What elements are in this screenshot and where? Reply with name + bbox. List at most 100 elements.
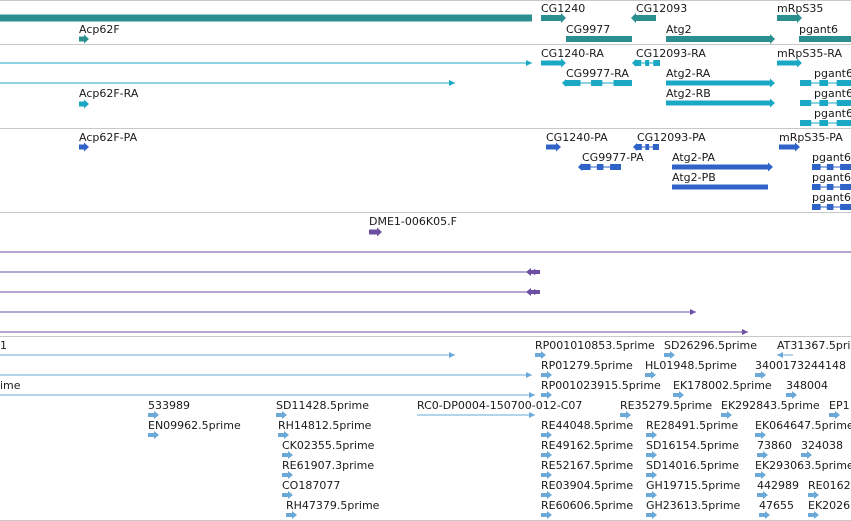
transcript-feature[interactable] — [541, 58, 566, 68]
protein-feature[interactable] — [812, 203, 851, 211]
est-label: SD26296.5prime — [664, 339, 757, 352]
transcript-feature[interactable] — [632, 59, 660, 67]
est-feature[interactable] — [646, 491, 657, 499]
est-feature[interactable] — [541, 431, 552, 439]
gene-label: Atg2 — [666, 23, 692, 36]
est-feature[interactable] — [278, 431, 289, 439]
est-label: CK02355.5prime — [282, 439, 375, 452]
gene-feature[interactable] — [79, 34, 89, 44]
est-feature[interactable] — [801, 451, 812, 459]
est-feature[interactable] — [541, 451, 552, 459]
est-label: EK292843.5prime — [721, 399, 820, 412]
est-label: RE44048.5prime — [541, 419, 634, 432]
transcript-feature[interactable] — [666, 78, 775, 88]
est-feature[interactable] — [646, 431, 657, 439]
clone-feature[interactable] — [0, 329, 748, 335]
est-feature[interactable] — [759, 511, 770, 519]
clone-feature[interactable] — [526, 288, 540, 296]
transcript-feature[interactable] — [800, 119, 851, 127]
transcript-feature[interactable] — [800, 99, 851, 107]
protein-feature[interactable] — [812, 163, 851, 171]
est-feature[interactable] — [535, 351, 546, 359]
est-feature[interactable] — [757, 491, 768, 499]
transcript-feature[interactable] — [0, 60, 532, 66]
est-label: RE35279.5prime — [620, 399, 713, 412]
est-feature[interactable] — [645, 371, 656, 379]
clone-feature[interactable] — [369, 227, 382, 237]
gene-feature[interactable] — [777, 13, 802, 23]
est-feature[interactable] — [808, 511, 819, 519]
est-feature[interactable] — [541, 471, 552, 479]
est-feature[interactable] — [721, 411, 732, 419]
est-feature[interactable] — [0, 372, 532, 378]
est-feature[interactable] — [620, 411, 631, 419]
est-feature[interactable] — [755, 431, 766, 439]
est-feature[interactable] — [0, 392, 535, 398]
clone-feature[interactable] — [0, 269, 540, 275]
protein-feature[interactable] — [578, 163, 621, 171]
transcript-feature[interactable] — [79, 99, 89, 109]
transcript-feature[interactable] — [777, 58, 802, 68]
est-feature[interactable] — [541, 371, 552, 379]
est-feature[interactable] — [0, 352, 455, 358]
transcript-feature[interactable] — [800, 79, 851, 87]
gene-feature[interactable] — [666, 34, 775, 44]
gene-feature[interactable] — [541, 13, 566, 23]
est-feature[interactable] — [541, 511, 552, 519]
gene-label: CG12093 — [636, 2, 688, 15]
est-feature[interactable] — [777, 352, 793, 358]
protein-feature[interactable] — [546, 142, 561, 152]
protein-feature[interactable] — [633, 143, 659, 151]
est-feature[interactable] — [829, 411, 840, 419]
est-label: 73860 — [757, 439, 792, 452]
est-feature[interactable] — [286, 511, 297, 519]
est-feature[interactable] — [673, 391, 684, 399]
est-label: RP001010853.5prime — [535, 339, 655, 352]
est-feature[interactable] — [755, 371, 766, 379]
est-feature[interactable] — [417, 412, 535, 418]
clone-feature[interactable] — [0, 289, 540, 295]
est-feature[interactable] — [664, 351, 675, 359]
gene-feature[interactable] — [631, 13, 656, 23]
est-label: EK178002.5prime — [673, 379, 772, 392]
protein-feature[interactable] — [779, 142, 800, 152]
gene-label: pgant6 — [799, 23, 838, 36]
transcript-feature[interactable] — [0, 80, 455, 86]
transcript-feature[interactable] — [666, 98, 775, 108]
est-feature[interactable] — [755, 471, 766, 479]
est-label: AT31367.5prime — [777, 339, 851, 352]
est-label: 348004 — [786, 379, 828, 392]
est-feature[interactable] — [646, 451, 657, 459]
est-label: RH14812.5prime — [278, 419, 372, 432]
gene-feature[interactable] — [799, 36, 851, 42]
protein-feature[interactable] — [79, 142, 89, 152]
transcript-label: Atg2-RA — [666, 67, 711, 80]
clone-feature[interactable] — [526, 268, 540, 276]
clone-feature[interactable] — [0, 309, 696, 315]
est-label: RE60606.5prime — [541, 499, 634, 512]
protein-feature[interactable] — [672, 162, 773, 172]
protein-feature[interactable] — [672, 184, 768, 190]
est-feature[interactable] — [757, 451, 768, 459]
gene-feature[interactable] — [0, 14, 532, 22]
est-feature[interactable] — [646, 511, 657, 519]
protein-track: Acp62F-PA CG1240-PA CG12093-PA mRpS35-PA… — [0, 0, 851, 212]
est-feature[interactable] — [276, 411, 287, 419]
transcript-feature[interactable] — [562, 79, 632, 87]
protein-feature[interactable] — [812, 183, 851, 191]
transcript-label: pgant6-R — [814, 87, 851, 100]
est-feature[interactable] — [646, 471, 657, 479]
protein-label: CG12093-PA — [637, 131, 706, 144]
gene-feature[interactable] — [566, 36, 632, 42]
est-feature[interactable] — [148, 411, 159, 419]
est-feature[interactable] — [808, 491, 819, 499]
est-feature[interactable] — [786, 391, 797, 399]
est-feature[interactable] — [282, 491, 293, 499]
est-feature[interactable] — [148, 431, 159, 439]
est-feature[interactable] — [541, 391, 552, 399]
est-feature[interactable] — [541, 491, 552, 499]
est-label: RE61907.3prime — [282, 459, 375, 472]
est-feature[interactable] — [282, 471, 293, 479]
est-feature[interactable] — [282, 451, 293, 459]
